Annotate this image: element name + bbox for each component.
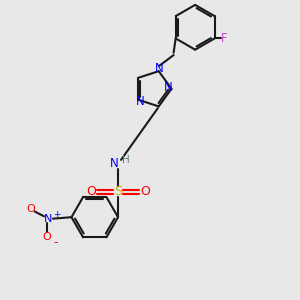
Text: -: - [53,236,58,249]
Text: N: N [155,62,164,75]
Text: O: O [27,204,35,214]
Text: +: + [53,210,61,219]
Text: O: O [140,185,150,198]
Text: S: S [114,185,122,198]
Text: H: H [122,155,129,165]
Text: F: F [221,32,227,45]
Text: O: O [43,232,51,242]
Text: O: O [86,185,96,198]
Text: N: N [110,157,119,170]
Text: N: N [136,95,145,108]
Text: N: N [164,81,173,94]
Text: N: N [44,214,52,224]
